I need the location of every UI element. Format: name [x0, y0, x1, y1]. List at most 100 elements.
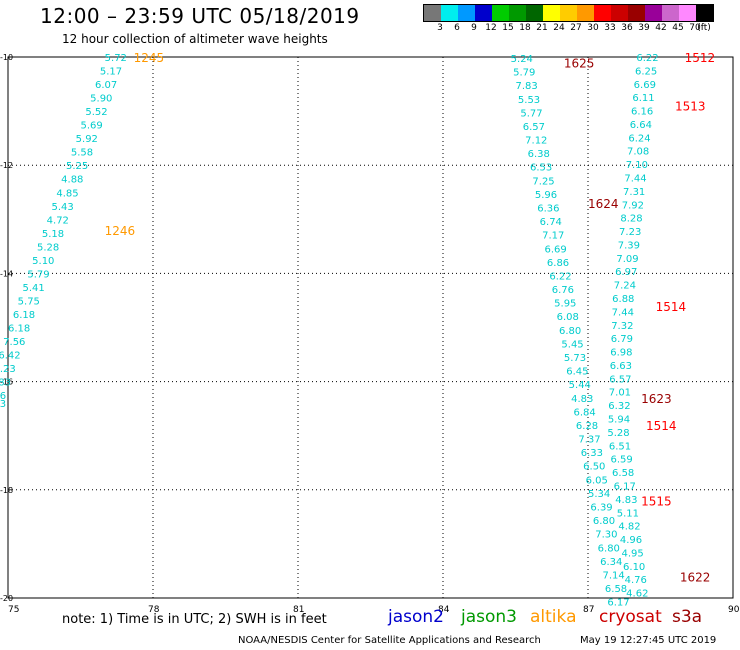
- data-label: 6.10: [623, 562, 645, 573]
- y-tick-label: -20: [0, 594, 13, 603]
- data-label: 7.30: [595, 530, 617, 541]
- data-label: 5.69: [81, 121, 103, 132]
- data-label: 4.83: [615, 495, 637, 506]
- data-label: 6.18: [13, 310, 35, 321]
- data-label: 7.37: [578, 435, 600, 446]
- legend-entry: altika: [530, 607, 577, 627]
- data-label: 6.86: [547, 258, 569, 269]
- color-scale-label: (ft): [697, 23, 711, 33]
- legend-entry: jason2: [388, 607, 444, 627]
- data-label: 4.88: [61, 175, 83, 186]
- data-label: 6.80: [593, 516, 615, 527]
- data-label: 7.01: [609, 388, 631, 399]
- data-label: 5.58: [71, 148, 93, 159]
- data-label: 6.18: [8, 324, 30, 335]
- color-swatch: [560, 5, 577, 21]
- data-label: 6.33: [581, 448, 603, 459]
- data-label: 4.96: [620, 535, 642, 546]
- color-swatch: [441, 5, 458, 21]
- color-scale-swatches: [423, 4, 714, 22]
- credit-text: NOAA/NESDIS Center for Satellite Applica…: [238, 635, 541, 646]
- data-label: 7.32: [611, 321, 633, 332]
- color-swatch: [475, 5, 492, 21]
- data-label: 4.95: [621, 548, 643, 559]
- data-label: 6.57: [609, 374, 631, 385]
- data-label: 8.28: [620, 214, 642, 225]
- data-label: 6.16: [631, 107, 653, 118]
- data-label: 7.14: [603, 570, 625, 581]
- data-label: 5.75: [18, 296, 40, 307]
- color-scale-label: 45: [672, 23, 684, 33]
- color-scale-label: 21: [536, 23, 548, 33]
- data-label: 5.28: [37, 242, 59, 253]
- data-label: 6.59: [610, 455, 632, 466]
- data-label: 6.74: [540, 217, 562, 228]
- data-label: 5.95: [554, 299, 576, 310]
- data-label: 7.23: [0, 364, 16, 375]
- data-label: 6.57: [523, 122, 545, 133]
- color-swatch: [594, 5, 611, 21]
- data-label: 4.72: [47, 215, 69, 226]
- color-swatch: [645, 5, 662, 21]
- data-label: 5.34: [588, 489, 610, 500]
- legend-entry: cryosat: [599, 607, 662, 627]
- data-label: 7.25: [532, 176, 554, 187]
- data-label: 6.84: [574, 407, 596, 418]
- legend-entry: s3a: [672, 607, 703, 627]
- data-label: 5.10: [32, 256, 54, 267]
- data-label: 6.80: [559, 326, 581, 337]
- color-swatch: [679, 5, 696, 21]
- data-label: 5.43: [52, 202, 74, 213]
- data-label: 7.08: [627, 147, 649, 158]
- color-scale-label: 36: [621, 23, 633, 33]
- data-label: 4.85: [56, 188, 78, 199]
- x-tick-label: 87: [583, 605, 594, 615]
- data-label: 5.45: [561, 339, 583, 350]
- color-swatch: [526, 5, 543, 21]
- data-label: 5.17: [100, 67, 122, 78]
- x-tick-label: 75: [8, 605, 19, 615]
- color-scale-label: 12: [485, 23, 497, 33]
- color-swatch: [509, 5, 526, 21]
- color-swatch: [492, 5, 509, 21]
- data-label: 6.45: [566, 367, 588, 378]
- data-label: 6.50: [583, 462, 605, 473]
- data-label: 7.12: [525, 136, 547, 147]
- time-label: 1624: [588, 197, 619, 211]
- data-label: 5.28: [607, 428, 629, 439]
- data-label: 6.83: [0, 378, 11, 389]
- y-tick-label: -16: [0, 378, 13, 387]
- data-label: 5.18: [42, 229, 64, 240]
- time-label: 1512: [685, 51, 716, 65]
- data-label: 4.62: [626, 589, 648, 600]
- data-label: 6.25: [635, 66, 657, 77]
- data-label: 6.79: [611, 334, 633, 345]
- data-label: 7.06: [0, 391, 6, 402]
- data-label: 6.88: [612, 294, 634, 305]
- data-label: 7.24: [614, 281, 636, 292]
- time-label: 1513: [675, 100, 706, 114]
- data-label: 5.41: [23, 283, 45, 294]
- data-label: 6.08: [557, 312, 579, 323]
- data-label: 7.44: [624, 174, 646, 185]
- data-label: 7.10: [626, 160, 648, 171]
- color-scale-label: 27: [570, 23, 582, 33]
- data-label: 6.22: [636, 53, 658, 64]
- data-label: 7.44: [612, 307, 634, 318]
- data-label: 5.77: [520, 108, 542, 119]
- data-label: 7.17: [542, 231, 564, 242]
- units-note: note: 1) Time is in UTC; 2) SWH is in fe…: [62, 612, 327, 627]
- data-label: 6.07: [95, 80, 117, 91]
- data-label: 6.80: [598, 543, 620, 554]
- color-scale-label: 33: [604, 23, 616, 33]
- data-label: 6.69: [634, 80, 656, 91]
- color-scale-labels: 3 6 9 12 15 18 21 24 27 30 33 36 39 42 45 70 (ft): [423, 22, 714, 36]
- data-label: 6.17: [607, 598, 629, 609]
- time-label: 1622: [680, 570, 711, 584]
- data-label: 6.53: [530, 163, 552, 174]
- data-label: 5.52: [85, 107, 107, 118]
- data-label: 6.51: [609, 441, 631, 452]
- color-scale-label: 39: [638, 23, 650, 33]
- chart-title: 12:00 – 23:59 UTC 05/18/2019: [40, 4, 360, 28]
